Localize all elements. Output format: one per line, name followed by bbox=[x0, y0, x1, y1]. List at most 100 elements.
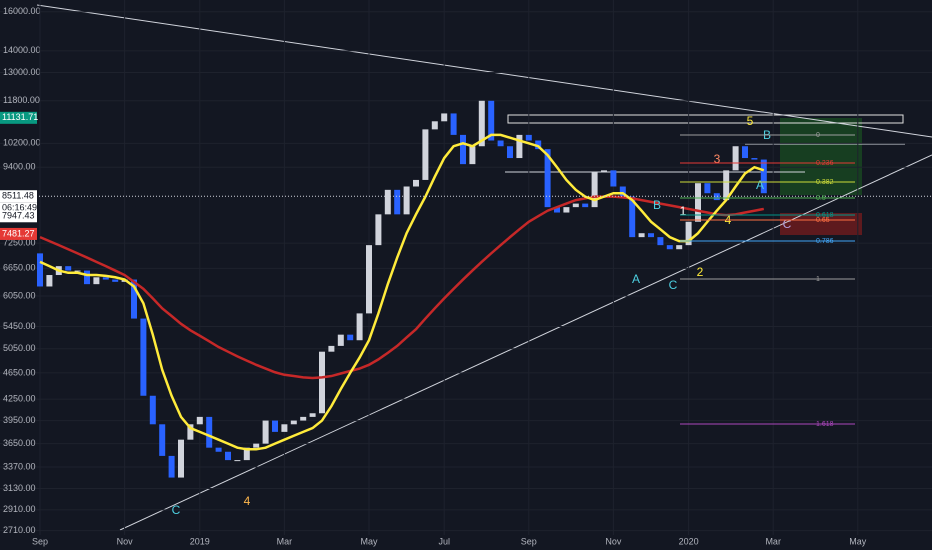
candle bbox=[450, 113, 457, 135]
candle bbox=[582, 203, 589, 208]
price-tag bbox=[0, 190, 37, 203]
candle bbox=[572, 203, 579, 208]
price-tag-label: 7481.27 bbox=[2, 228, 35, 238]
candle bbox=[65, 266, 72, 271]
candle bbox=[441, 113, 448, 122]
wave-label: C bbox=[669, 278, 678, 292]
candle bbox=[140, 318, 147, 396]
resistance-box bbox=[507, 114, 904, 124]
candle bbox=[676, 245, 683, 250]
y-tick-label: 16000.00 bbox=[3, 6, 41, 16]
candle bbox=[638, 233, 645, 238]
candle bbox=[225, 451, 231, 461]
candle bbox=[74, 270, 81, 272]
candle bbox=[206, 416, 213, 448]
candle bbox=[281, 424, 288, 432]
countdown-label: 06:16:49 bbox=[2, 203, 37, 213]
y-tick-label: 3650.00 bbox=[3, 438, 36, 448]
fib-label: 0.786 bbox=[816, 238, 834, 245]
candle bbox=[460, 134, 466, 165]
candle bbox=[347, 334, 354, 341]
x-tick-label: Nov bbox=[605, 536, 622, 546]
candle bbox=[497, 140, 504, 147]
y-tick-label: 5450.00 bbox=[3, 321, 36, 331]
candle bbox=[732, 146, 739, 171]
candle bbox=[178, 439, 184, 478]
wave-label: A bbox=[632, 272, 640, 286]
candle bbox=[46, 275, 53, 287]
wave-label: C bbox=[783, 217, 792, 231]
wave-label: B bbox=[653, 198, 661, 212]
y-tick-label: 4650.00 bbox=[3, 367, 36, 377]
candle bbox=[478, 100, 485, 147]
x-tick-label: 2019 bbox=[190, 536, 210, 546]
candle bbox=[403, 186, 410, 215]
candle bbox=[243, 447, 250, 461]
candle bbox=[648, 233, 654, 238]
x-tick-label: Mar bbox=[765, 536, 781, 546]
y-tick-label: 3370.00 bbox=[3, 461, 36, 471]
candle bbox=[657, 237, 664, 246]
price-tag bbox=[0, 227, 37, 240]
candle bbox=[37, 253, 43, 287]
candle bbox=[234, 460, 241, 462]
y-tick-label: 9400.00 bbox=[3, 162, 36, 172]
moving-average bbox=[39, 133, 765, 451]
wave-label: 4 bbox=[244, 494, 251, 508]
y-tick-label: 4250.00 bbox=[3, 394, 36, 404]
candle bbox=[319, 351, 325, 414]
candle bbox=[469, 146, 476, 165]
wave-label: 2 bbox=[697, 265, 704, 279]
fib-label: 1.618 bbox=[816, 421, 834, 428]
x-tick-label: Sep bbox=[521, 536, 537, 546]
wave-label: 3 bbox=[714, 152, 721, 166]
x-tick-label: May bbox=[849, 536, 867, 546]
candle bbox=[328, 345, 335, 352]
candle bbox=[356, 313, 363, 341]
candle bbox=[413, 179, 419, 187]
candle bbox=[610, 170, 617, 187]
candle bbox=[431, 121, 438, 130]
candle bbox=[290, 420, 297, 425]
candle bbox=[300, 416, 307, 421]
x-tick-label: Mar bbox=[277, 536, 293, 546]
x-tick-label: Sep bbox=[32, 536, 48, 546]
y-tick-label: 6650.00 bbox=[3, 263, 36, 273]
candle bbox=[422, 129, 429, 180]
wave-label: C bbox=[172, 503, 181, 517]
candle bbox=[695, 183, 701, 222]
price-tag-label: 7947.43 bbox=[2, 211, 35, 221]
candle bbox=[102, 277, 109, 280]
y-tick-label: 2910.00 bbox=[3, 504, 36, 514]
candle bbox=[760, 159, 767, 194]
candle bbox=[337, 334, 344, 346]
candle bbox=[629, 196, 636, 238]
price-tag-label: 11131.71 bbox=[2, 112, 38, 122]
candle bbox=[196, 416, 203, 425]
wave-label: A bbox=[756, 178, 764, 192]
candle bbox=[272, 420, 278, 432]
wave-label: 5 bbox=[747, 114, 754, 128]
candle bbox=[535, 140, 542, 150]
y-tick-label: 13000.00 bbox=[3, 67, 41, 77]
candle bbox=[215, 447, 222, 452]
candle bbox=[253, 443, 260, 448]
candle bbox=[149, 395, 156, 425]
candle bbox=[187, 424, 194, 440]
candle bbox=[366, 245, 372, 314]
y-tick-label: 5050.00 bbox=[3, 343, 36, 353]
y-tick-label: 2710.00 bbox=[3, 525, 36, 535]
x-tick-label: May bbox=[360, 536, 378, 546]
y-tick-label: 10200.00 bbox=[3, 138, 41, 148]
candle bbox=[84, 270, 90, 285]
candle bbox=[525, 134, 532, 141]
drawings bbox=[36, 4, 932, 531]
candle bbox=[619, 186, 626, 197]
candle bbox=[713, 193, 720, 201]
price-tag-label: 8511.48 bbox=[2, 191, 34, 201]
candle bbox=[544, 149, 551, 208]
candle bbox=[685, 221, 692, 246]
y-tick-label: 14000.00 bbox=[3, 45, 41, 55]
candle bbox=[375, 214, 382, 246]
candle bbox=[488, 100, 495, 141]
